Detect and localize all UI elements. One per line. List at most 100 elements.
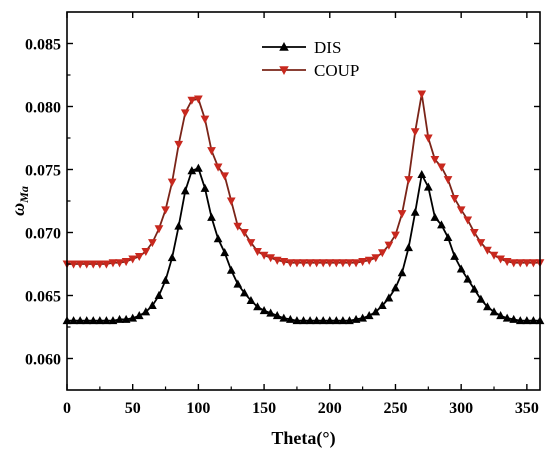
data-point-dis [483, 302, 492, 311]
data-point-dis [121, 314, 131, 323]
data-point-dis [364, 311, 374, 320]
data-point-coup [75, 260, 85, 269]
data-point-dis [233, 279, 243, 288]
data-point-dis [345, 316, 354, 325]
data-point-coup [318, 259, 328, 268]
data-point-coup [423, 134, 433, 143]
data-point-dis [88, 316, 98, 325]
data-point-coup [404, 176, 413, 185]
data-point-dis [443, 232, 453, 241]
data-point-coup [187, 96, 197, 105]
data-point-coup [476, 239, 486, 248]
data-point-coup [522, 259, 532, 268]
data-point-dis [207, 212, 216, 221]
data-point-dis [305, 316, 315, 325]
data-point-dis [430, 212, 440, 221]
data-point-dis [502, 313, 512, 322]
data-point-coup [299, 259, 308, 268]
data-point-dis [476, 294, 486, 303]
x-tick-label: 300 [449, 400, 473, 417]
data-point-coup [450, 195, 459, 204]
x-tick-label: 50 [125, 400, 141, 417]
data-point-coup [226, 197, 236, 206]
data-point-coup [88, 260, 98, 269]
data-point-dis [194, 163, 203, 172]
data-point-dis [141, 307, 151, 316]
data-point-coup [391, 231, 400, 240]
legend-marker-dis [279, 42, 289, 51]
data-point-dis [450, 251, 459, 260]
data-point-coup [128, 255, 138, 264]
data-point-coup [489, 251, 499, 260]
data-point-coup [167, 178, 177, 187]
data-point-dis [253, 302, 262, 311]
data-point-coup [377, 249, 387, 258]
data-point-dis [338, 316, 348, 325]
data-point-coup [417, 90, 427, 99]
series-line-dis [67, 167, 540, 322]
data-point-coup [502, 258, 512, 267]
data-point-dis [371, 307, 381, 316]
x-tick-label: 200 [318, 400, 342, 417]
data-point-dis [496, 311, 505, 320]
data-point-coup [509, 259, 519, 268]
x-tick-label: 350 [515, 400, 539, 417]
y-axis-label: ωMa [8, 186, 31, 216]
data-point-dis [108, 316, 118, 325]
data-point-dis [285, 314, 295, 323]
data-point-coup [292, 259, 302, 268]
data-point-dis [246, 295, 256, 304]
y-tick-label: 0.070 [25, 226, 61, 243]
data-point-coup [358, 258, 367, 267]
data-point-dis [134, 311, 144, 320]
data-point-coup [397, 210, 407, 219]
data-point-dis [515, 316, 525, 325]
data-point-coup [141, 247, 151, 256]
data-point-coup [515, 259, 525, 268]
data-point-dis [529, 316, 538, 325]
data-point-coup [108, 259, 118, 268]
plot-area-frame [66, 11, 541, 391]
data-point-dis [174, 221, 184, 230]
data-point-coup [266, 254, 276, 263]
data-point-dis [391, 283, 400, 292]
data-point-dis [272, 311, 282, 320]
data-point-coup [259, 251, 269, 260]
data-point-coup [180, 109, 190, 118]
data-point-dis [456, 264, 466, 273]
data-point-dis [259, 306, 269, 315]
data-point-coup [529, 259, 538, 268]
data-point-dis [154, 290, 164, 299]
data-point-coup [437, 163, 446, 172]
data-point-dis [384, 293, 394, 302]
data-point-coup [253, 247, 262, 256]
data-point-dis [95, 316, 105, 325]
axis-ticks: 0 50 100 150 200 250 300 350 0.060 0.065 0.070 0.07… [25, 12, 540, 417]
data-point-dis [69, 316, 78, 325]
data-point-dis [266, 308, 276, 317]
data-point-coup [161, 206, 170, 215]
data-point-dis [469, 284, 479, 293]
data-point-coup [456, 206, 466, 215]
data-point-dis [522, 316, 532, 325]
y-tick-label: 0.065 [25, 289, 61, 306]
data-point-coup [69, 260, 78, 269]
data-point-dis [213, 234, 223, 243]
data-point-coup [233, 222, 243, 231]
data-point-dis [167, 253, 177, 262]
y-axis-label-main: ω [8, 203, 28, 216]
series-line-coup [67, 93, 540, 265]
data-point-dis [463, 274, 473, 283]
data-point-coup [194, 95, 203, 104]
data-point-dis [240, 288, 249, 297]
data-point-dis [82, 316, 92, 325]
data-point-dis [417, 169, 427, 178]
y-tick-label: 0.060 [25, 352, 61, 369]
series-dis [62, 163, 545, 325]
data-point-coup [371, 254, 381, 263]
data-point-coup [174, 140, 184, 149]
data-point-coup [325, 259, 335, 268]
data-point-dis [102, 316, 111, 325]
y-tick-label: 0.080 [25, 100, 61, 117]
data-point-dis [115, 314, 124, 323]
